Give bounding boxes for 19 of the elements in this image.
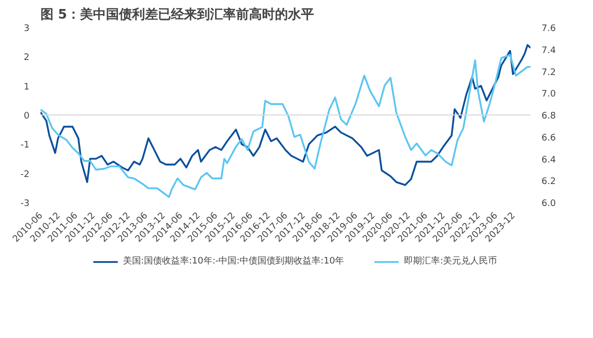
y-tick-label: 3 [24,24,30,34]
y-tick-label: -1 [20,140,30,151]
y-tick-label: -2 [20,170,30,180]
y2-tick-label: 6.0 [542,199,556,209]
legend-label: 美国:国债收益率:10年:-中国:中债国债到期收益率:10年 [122,255,344,268]
y2-tick-label: 6.6 [542,133,556,144]
y2-tick-label: 7.2 [542,68,556,78]
y-tick-label: -3 [20,199,30,209]
y2-tick-label: 7.4 [542,46,556,56]
y2-tick-label: 7.6 [542,24,556,34]
y2-tick-label: 6.8 [542,112,556,122]
chart-title: 图 5：美中国债利差已经来到汇率前高时的水平 [40,6,314,22]
y-tick-label: 0 [24,112,30,122]
y2-tick-label: 7.0 [542,90,556,100]
legend-label: 即期汇率:美元兑人民币 [404,255,498,268]
y-tick-label: 2 [24,53,30,64]
y2-tick-label: 6.4 [542,155,556,166]
y-tick-label: 1 [24,82,30,92]
y2-tick-label: 6.2 [542,177,556,188]
